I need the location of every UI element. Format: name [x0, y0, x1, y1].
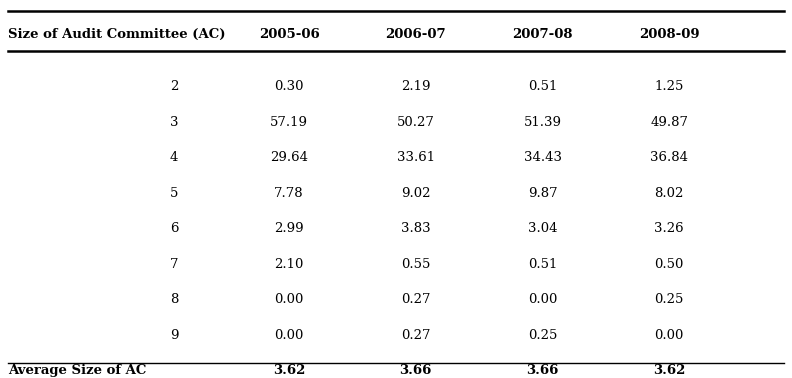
- Text: 49.87: 49.87: [650, 116, 688, 129]
- Text: 0.27: 0.27: [401, 293, 431, 306]
- Text: 57.19: 57.19: [270, 116, 308, 129]
- Text: 3.26: 3.26: [654, 222, 684, 235]
- Text: 2008-09: 2008-09: [639, 28, 699, 40]
- Text: 0.30: 0.30: [274, 80, 304, 93]
- Text: 3.83: 3.83: [401, 222, 431, 235]
- Text: 50.27: 50.27: [397, 116, 435, 129]
- Text: 0.51: 0.51: [527, 258, 558, 271]
- Text: 9.02: 9.02: [401, 187, 431, 200]
- Text: 0.25: 0.25: [654, 293, 684, 306]
- Text: 5: 5: [170, 187, 178, 200]
- Text: 7: 7: [170, 258, 178, 271]
- Text: 3: 3: [170, 116, 178, 129]
- Text: 2.10: 2.10: [274, 258, 304, 271]
- Text: 8.02: 8.02: [654, 187, 684, 200]
- Text: 2.19: 2.19: [401, 80, 431, 93]
- Text: Average Size of AC: Average Size of AC: [8, 364, 147, 377]
- Text: 51.39: 51.39: [524, 116, 562, 129]
- Text: 3.66: 3.66: [527, 364, 558, 377]
- Text: 34.43: 34.43: [524, 151, 562, 164]
- Text: 8: 8: [170, 293, 178, 306]
- Text: Size of Audit Committee (AC): Size of Audit Committee (AC): [8, 28, 226, 40]
- Text: 9: 9: [170, 329, 178, 342]
- Text: 2005-06: 2005-06: [259, 28, 319, 40]
- Text: 36.84: 36.84: [650, 151, 688, 164]
- Text: 6: 6: [170, 222, 178, 235]
- Text: 7.78: 7.78: [274, 187, 304, 200]
- Text: 0.50: 0.50: [654, 258, 684, 271]
- Text: 3.66: 3.66: [400, 364, 432, 377]
- Text: 0.00: 0.00: [527, 293, 558, 306]
- Text: 2: 2: [170, 80, 178, 93]
- Text: 3.62: 3.62: [653, 364, 685, 377]
- Text: 2.99: 2.99: [274, 222, 304, 235]
- Text: 0.00: 0.00: [274, 329, 304, 342]
- Text: 0.55: 0.55: [401, 258, 431, 271]
- Text: 0.00: 0.00: [654, 329, 684, 342]
- Text: 9.87: 9.87: [527, 187, 558, 200]
- Text: 4: 4: [170, 151, 178, 164]
- Text: 3.04: 3.04: [527, 222, 558, 235]
- Text: 2007-08: 2007-08: [512, 28, 573, 40]
- Text: 2006-07: 2006-07: [386, 28, 446, 40]
- Text: 0.25: 0.25: [527, 329, 558, 342]
- Text: 0.27: 0.27: [401, 329, 431, 342]
- Text: 3.62: 3.62: [273, 364, 305, 377]
- Text: 0.51: 0.51: [527, 80, 558, 93]
- Text: 0.00: 0.00: [274, 293, 304, 306]
- Text: 33.61: 33.61: [397, 151, 435, 164]
- Text: 1.25: 1.25: [654, 80, 684, 93]
- Text: 29.64: 29.64: [270, 151, 308, 164]
